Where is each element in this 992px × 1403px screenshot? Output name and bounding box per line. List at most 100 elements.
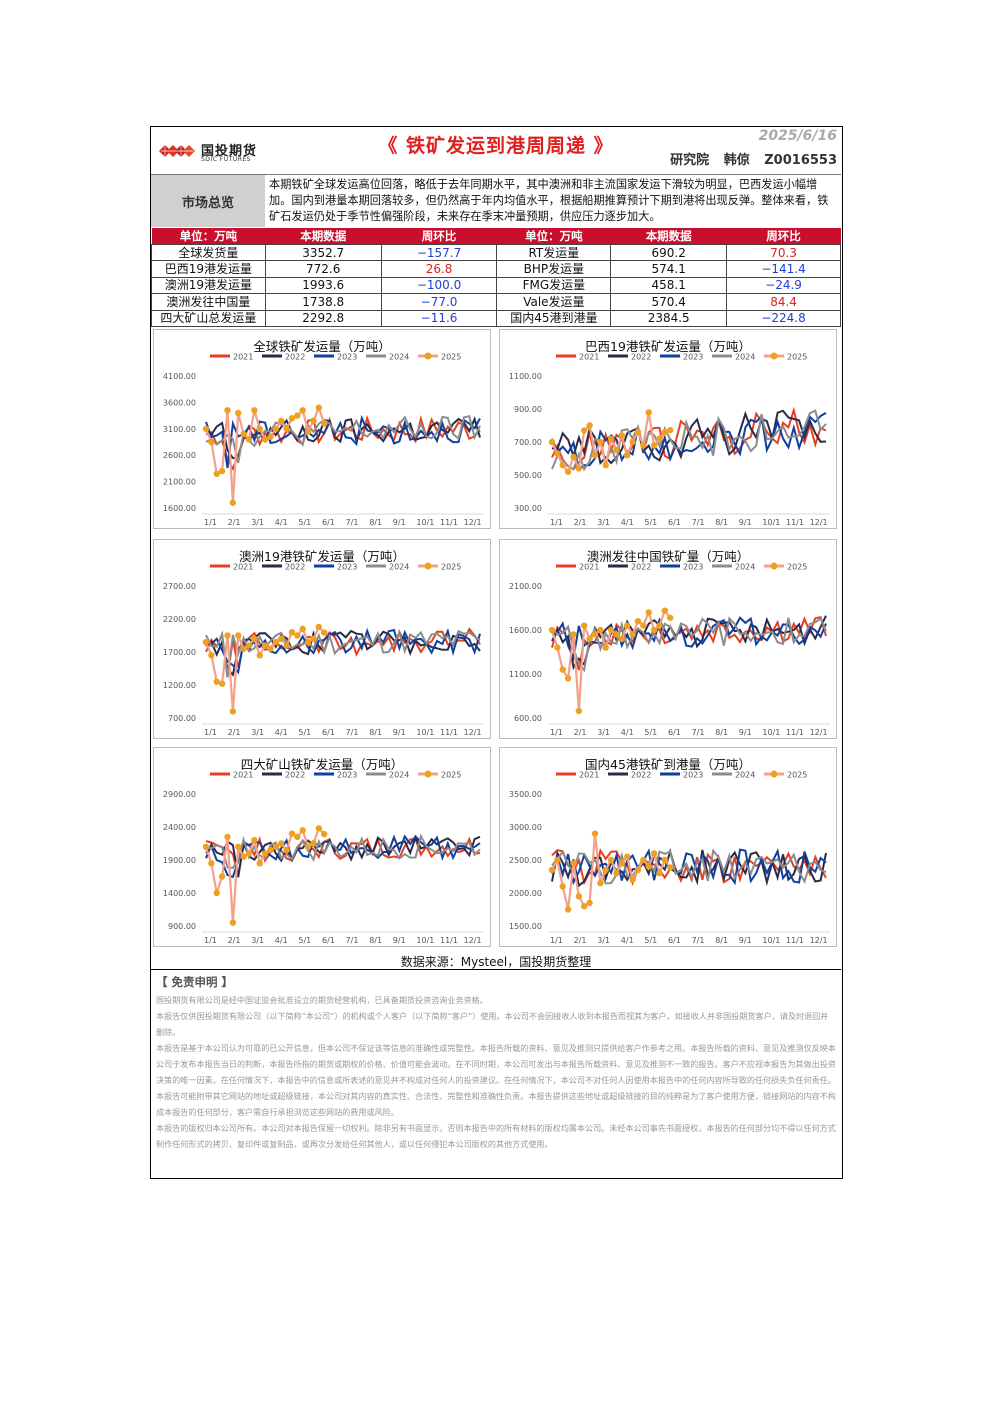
y-tick-label: 1600.00 xyxy=(509,626,542,635)
x-tick-label: 9/1 xyxy=(393,518,406,527)
x-tick-label: 7/1 xyxy=(346,728,359,737)
x-tick-label: 2/1 xyxy=(228,518,241,527)
metric-change: −141.4 xyxy=(726,260,841,278)
x-tick-label: 10/1 xyxy=(762,728,780,737)
data-point-2025 xyxy=(235,409,242,417)
x-tick-label: 9/1 xyxy=(739,936,752,945)
y-tick-label: 1100.00 xyxy=(509,372,542,381)
data-point-2025 xyxy=(251,837,258,844)
data-point-2025 xyxy=(288,830,296,837)
metric-change: −11.6 xyxy=(380,309,498,327)
data-point-2025 xyxy=(218,873,226,880)
col-header-current: 本期数据 xyxy=(610,228,727,245)
company-logo: 国投期货 SDIC FUTURES xyxy=(157,139,269,165)
x-tick-label: 3/1 xyxy=(251,936,264,945)
data-point-2025 xyxy=(581,427,588,434)
y-tick-label: 2000.00 xyxy=(509,889,542,898)
x-tick-label: 1/1 xyxy=(204,728,217,737)
x-tick-label: 1/1 xyxy=(550,936,563,945)
data-point-2025 xyxy=(640,622,647,629)
data-point-2025 xyxy=(645,609,652,616)
data-point-2025 xyxy=(256,425,263,432)
legend-label: 2022 xyxy=(285,353,305,362)
y-tick-label: 1100.00 xyxy=(509,670,542,679)
data-point-2025 xyxy=(294,412,301,419)
data-point-2025 xyxy=(320,629,328,636)
x-tick-label: 6/1 xyxy=(322,936,335,945)
kpi-header-row: 单位：万吨 本期数据 周环比 单位：万吨 本期数据 周环比 xyxy=(151,228,841,245)
legend-label: 2022 xyxy=(631,771,651,780)
chart-plot: 2021 2022 2023 2024 2025 2100.00 1600.00 1100.0… xyxy=(509,562,830,737)
y-tick-label: 900.00 xyxy=(168,922,196,931)
data-point-2025 xyxy=(591,830,599,837)
data-point-2025 xyxy=(208,860,215,867)
data-point-2025 xyxy=(645,863,652,870)
data-point-2025 xyxy=(256,860,263,867)
y-tick-label: 2100.00 xyxy=(509,582,542,591)
data-point-2025 xyxy=(235,843,242,850)
legend-label: 2021 xyxy=(579,563,599,572)
data-point-2025 xyxy=(315,825,323,832)
legend-marker xyxy=(770,352,778,360)
legend-item: 2024 xyxy=(366,353,409,362)
col-header-unit: 单位：万吨 xyxy=(151,228,266,245)
data-point-2025 xyxy=(629,631,636,638)
x-tick-label: 7/1 xyxy=(692,936,705,945)
x-tick-label: 4/1 xyxy=(275,936,288,945)
data-point-2025 xyxy=(618,432,626,439)
metric-value: 2292.8 xyxy=(264,309,382,327)
data-point-2025 xyxy=(278,840,285,847)
data-point-2025 xyxy=(224,632,231,639)
x-tick-label: 11/1 xyxy=(786,936,804,945)
x-tick-label: 9/1 xyxy=(739,728,752,737)
legend-item: 2021 xyxy=(556,771,599,780)
data-point-2025 xyxy=(586,899,593,907)
data-point-2025 xyxy=(597,879,604,887)
y-tick-label: 2600.00 xyxy=(163,451,196,460)
data-point-2025 xyxy=(559,883,566,890)
kpi-row: 澳洲19港发运量 1993.6 −100.0 FMG发运量 458.1 −24.9 xyxy=(151,276,841,295)
x-tick-label: 2/1 xyxy=(574,936,587,945)
x-tick-label: 12/1 xyxy=(464,518,482,527)
data-point-2025 xyxy=(283,846,290,854)
data-point-2025 xyxy=(229,708,237,715)
legend-label: 2024 xyxy=(735,771,755,780)
data-point-2025 xyxy=(261,436,269,443)
legend-item: 2024 xyxy=(712,771,755,780)
legend-item: 2025 xyxy=(418,352,461,362)
disclaimer: 【 免责申明 】 国投期货有限公司是经中国证监会批准设立的期货经营机构，已具备期… xyxy=(151,969,841,1156)
series-line-2022 xyxy=(205,629,481,677)
col-header-current: 本期数据 xyxy=(265,228,382,245)
data-point-2025 xyxy=(575,707,583,715)
metric-change: 26.8 xyxy=(380,260,498,278)
x-tick-label: 5/1 xyxy=(644,936,657,945)
y-tick-label: 1200.00 xyxy=(163,681,196,690)
data-point-2025 xyxy=(554,644,561,651)
metric-change: −24.9 xyxy=(726,276,841,295)
metric-name: 澳洲19港发运量 xyxy=(151,276,266,295)
legend-label: 2021 xyxy=(233,771,253,780)
x-tick-label: 11/1 xyxy=(786,518,804,527)
legend-label: 2025 xyxy=(441,353,461,362)
data-point-2025 xyxy=(661,607,669,614)
col-header-unit: 单位：万吨 xyxy=(496,228,611,245)
data-point-2025 xyxy=(656,622,663,629)
y-tick-label: 2900.00 xyxy=(163,790,196,799)
legend-item: 2021 xyxy=(210,771,253,780)
y-tick-label: 300.00 xyxy=(514,504,542,513)
x-tick-label: 12/1 xyxy=(810,728,828,737)
data-point-2025 xyxy=(634,866,642,874)
x-tick-label: 5/1 xyxy=(644,518,657,527)
kpi-table: 单位：万吨 本期数据 周环比 单位：万吨 本期数据 周环比 全球发货量 3352.… xyxy=(151,228,841,327)
x-tick-label: 12/1 xyxy=(810,936,828,945)
series-line-2024 xyxy=(551,409,827,472)
data-point-2025 xyxy=(283,642,290,649)
data-point-2025 xyxy=(661,428,669,436)
data-point-2025 xyxy=(213,889,220,897)
legend-label: 2025 xyxy=(441,771,461,780)
data-point-2025 xyxy=(299,827,306,834)
x-tick-label: 1/1 xyxy=(550,728,563,737)
legend-label: 2023 xyxy=(337,563,357,572)
line-chart: 巴西19港铁矿发运量（万吨） 2021 2022 2023 2024 2025 1100.0… xyxy=(499,329,837,529)
data-point-2025 xyxy=(294,632,301,639)
